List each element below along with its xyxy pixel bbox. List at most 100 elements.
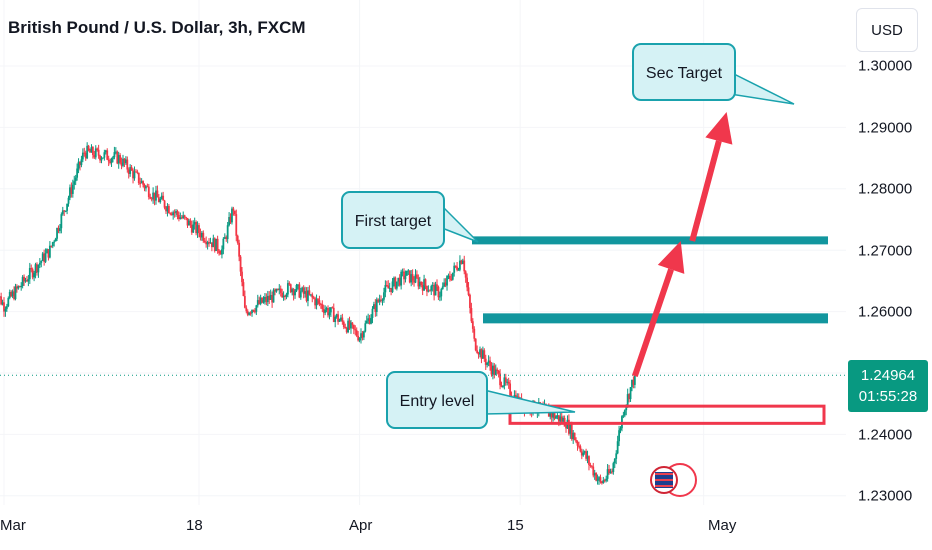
candle-body	[275, 289, 278, 292]
candle-body	[106, 150, 109, 160]
candle-body	[298, 284, 301, 298]
candle-body	[242, 282, 245, 297]
candle-body	[219, 253, 222, 255]
candle-body	[11, 291, 14, 297]
candle-body	[147, 186, 150, 198]
sec-target-callout-box	[632, 43, 736, 101]
candle-body	[342, 321, 345, 328]
candle-body	[375, 299, 378, 312]
candle-body	[218, 250, 220, 254]
candle-body	[556, 415, 559, 417]
candle-body	[166, 206, 169, 212]
candle-body	[37, 264, 40, 273]
candle-body	[557, 415, 560, 422]
candle-body	[265, 296, 268, 303]
candle-body	[562, 417, 565, 422]
candle-body	[196, 225, 199, 234]
candle-body	[307, 290, 309, 301]
candle-body	[268, 295, 271, 300]
candle-body	[608, 469, 610, 474]
projection-arrow-leg-2	[689, 140, 722, 242]
candle-body	[381, 299, 384, 301]
candle-body	[192, 224, 195, 233]
candle-body	[417, 277, 420, 287]
candle-body	[0, 296, 3, 305]
candle-body	[304, 291, 306, 294]
candle-body	[464, 271, 467, 278]
candle-body	[599, 477, 602, 482]
candle-body	[631, 379, 633, 388]
candle-body	[480, 349, 483, 359]
candle-body	[509, 383, 512, 396]
candle-body	[479, 349, 481, 355]
candle-body	[623, 410, 626, 416]
candle-body	[413, 280, 415, 283]
candle-body	[619, 428, 622, 431]
candle-body	[5, 306, 8, 309]
candle-body	[454, 265, 457, 267]
candle-body	[149, 197, 152, 199]
candle-body	[332, 307, 335, 322]
candle-body	[484, 358, 487, 365]
candle-body	[40, 260, 43, 263]
candle-body	[347, 320, 349, 333]
candle-body	[494, 369, 497, 375]
candle-body	[30, 268, 33, 270]
candle-body	[295, 285, 298, 292]
first-target-callout-label: First target	[355, 213, 432, 230]
candle-body	[578, 445, 580, 447]
currency-button[interactable]: USD	[856, 8, 918, 52]
time-label-apr: Apr	[349, 517, 373, 534]
candle-body	[20, 285, 23, 288]
candle-body	[262, 299, 265, 303]
candle-body	[453, 265, 456, 273]
candle-body	[390, 287, 393, 293]
candle-body	[331, 307, 334, 309]
candle-body	[132, 170, 134, 179]
candle-body	[596, 479, 599, 481]
time-label-15: 15	[507, 517, 524, 534]
candle-body	[507, 381, 510, 384]
candle-body	[383, 292, 385, 300]
candle-body	[90, 147, 93, 153]
candle-body	[450, 278, 453, 280]
candle-body	[338, 320, 341, 322]
candle-body	[38, 262, 41, 265]
candle-body	[225, 237, 228, 240]
candle-body	[193, 222, 196, 225]
candle-body	[124, 159, 127, 164]
candle-body	[393, 277, 395, 282]
candle-body	[274, 289, 276, 292]
candle-body	[292, 289, 295, 296]
candle-body	[76, 168, 79, 178]
candle-body	[236, 235, 239, 243]
candle-body	[123, 158, 126, 164]
candle-body	[23, 276, 25, 282]
candle-body	[140, 181, 143, 184]
candle-body	[186, 217, 189, 226]
chart-title: British Pound / U.S. Dollar, 3h, FXCM	[8, 18, 306, 37]
candle-body	[437, 286, 440, 298]
candle-body	[457, 269, 460, 271]
candle-body	[80, 159, 83, 166]
candle-body	[459, 260, 461, 270]
candle-body	[67, 197, 70, 204]
candle-body	[407, 270, 410, 272]
candle-body	[116, 151, 119, 164]
candle-body	[51, 242, 54, 247]
candle-body	[57, 228, 60, 231]
candle-body	[226, 225, 229, 240]
candle-body	[424, 279, 427, 286]
candle-body	[31, 269, 34, 278]
candle-body	[176, 211, 179, 215]
candle-body	[357, 335, 360, 341]
candle-body	[489, 360, 491, 367]
candle-body	[350, 322, 352, 329]
candle-body	[239, 256, 242, 272]
candle-body	[235, 214, 238, 236]
candle-body	[401, 271, 404, 273]
candle-body	[586, 456, 589, 459]
candle-body	[469, 294, 471, 309]
candle-body	[311, 294, 314, 298]
